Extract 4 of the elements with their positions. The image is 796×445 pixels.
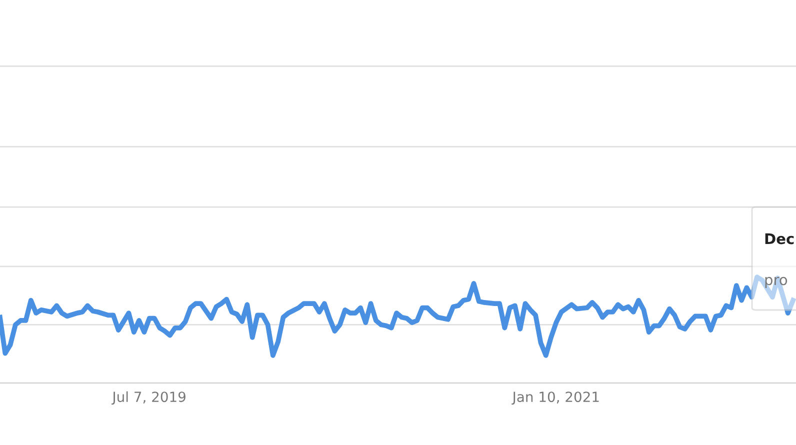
x-tick-label: Jul 7, 2019 (112, 391, 186, 405)
text: Dec (765, 233, 794, 244)
x-tick-label: Jan 10, 2021 (512, 392, 599, 405)
annotation: pro (765, 276, 788, 288)
